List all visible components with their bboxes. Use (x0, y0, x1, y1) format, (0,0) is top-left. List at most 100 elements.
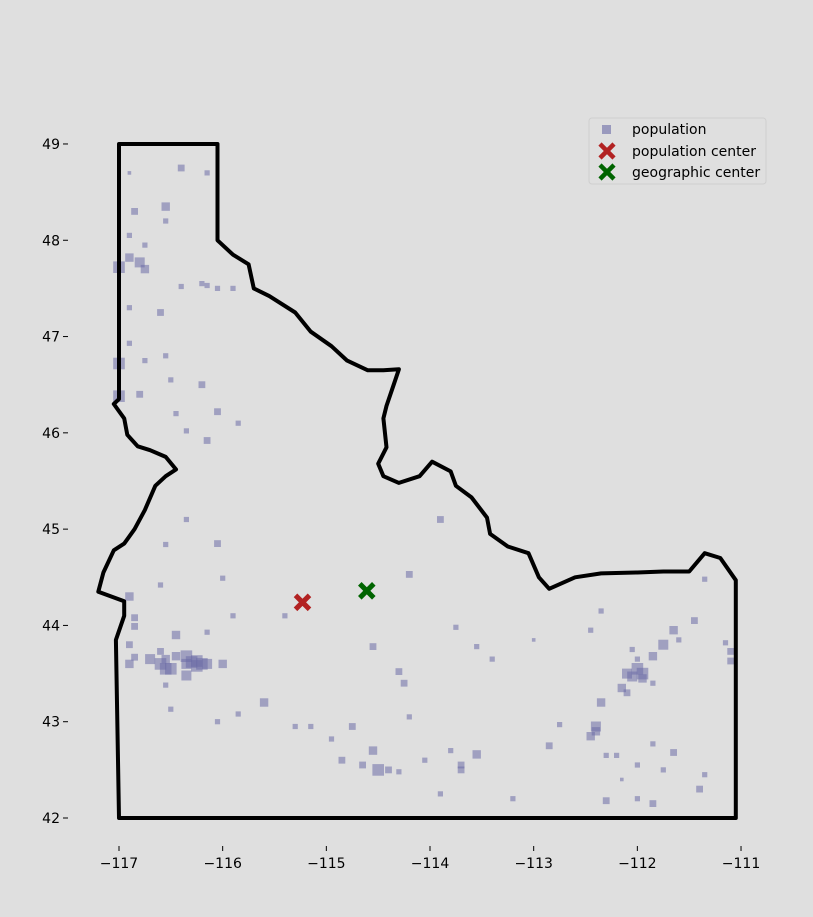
population-point (620, 777, 624, 782)
population-points (113, 164, 735, 807)
population-point (437, 516, 444, 523)
population-point (629, 646, 635, 653)
x-tick-label: −116 (203, 856, 242, 872)
population-point (602, 797, 610, 805)
population-point (171, 652, 181, 661)
population-point (670, 749, 677, 756)
population-point (590, 721, 601, 732)
population-point (588, 627, 594, 633)
population-point (648, 652, 658, 661)
population-point (125, 592, 134, 601)
population-point (603, 752, 609, 758)
population-point (359, 761, 366, 769)
y-tick-label: 49 (42, 137, 60, 153)
population-point (627, 671, 638, 682)
population-point (557, 722, 563, 728)
population-point (614, 752, 620, 758)
legend-population-marker (602, 125, 611, 134)
x-tick-label: −114 (411, 856, 450, 872)
population-point (126, 232, 132, 238)
x-tick-label: −112 (618, 856, 656, 872)
x-tick-label: −113 (514, 856, 552, 872)
y-tick-label: 45 (42, 522, 60, 538)
population-point (691, 617, 698, 624)
population-point (510, 796, 516, 802)
population-point (134, 257, 145, 268)
population-point (142, 358, 148, 364)
population-point (214, 540, 221, 547)
legend-geographic-center-label: geographic center (632, 165, 760, 181)
center-markers (293, 582, 376, 612)
x-tick-label: −117 (100, 856, 138, 872)
population-point (649, 800, 657, 807)
population-point (157, 648, 164, 655)
population-point (636, 667, 649, 680)
population-point (199, 281, 205, 287)
population-point (650, 680, 656, 686)
y-tick-label: 44 (42, 618, 60, 634)
x-axis-ticks: −117 −116 −115 −114 −113 −112 −111 (100, 846, 760, 872)
population-point (204, 629, 210, 635)
population-point (368, 746, 378, 755)
population-point (472, 750, 481, 759)
population-point (448, 748, 454, 754)
population-point (623, 689, 631, 697)
y-tick-label: 46 (42, 426, 60, 442)
population-point (173, 411, 179, 417)
population-point (369, 643, 377, 650)
y-tick-label: 43 (42, 715, 60, 731)
population-point (214, 719, 221, 725)
population-point (163, 353, 169, 359)
population-point (125, 253, 134, 262)
population-point (634, 762, 640, 768)
population-point (163, 682, 169, 688)
population-point (131, 614, 138, 622)
population-point (702, 772, 708, 778)
population-point (203, 437, 211, 444)
population-point (125, 659, 134, 669)
population-point (218, 659, 227, 669)
population-point (372, 764, 384, 776)
population-point (660, 767, 666, 773)
population-point (457, 761, 465, 769)
population-point (727, 657, 735, 665)
population-point (385, 766, 392, 774)
population-point (131, 653, 138, 661)
legend-box (588, 117, 767, 185)
population-point (161, 654, 170, 664)
legend-geographic-center-marker (598, 163, 616, 181)
population-center-marker (293, 593, 312, 612)
population-point (658, 639, 669, 650)
population-point (202, 658, 213, 669)
population-point (214, 285, 221, 291)
population-point (722, 640, 729, 646)
population-point (489, 656, 495, 662)
population-point (400, 679, 408, 687)
population-point (531, 638, 536, 642)
population-point (457, 766, 465, 774)
population-point (617, 683, 626, 693)
legend-population-center-marker (598, 142, 616, 160)
y-tick-label: 47 (42, 330, 60, 346)
population-point (126, 305, 132, 311)
legend-population-label: population (632, 122, 707, 138)
population-point (204, 170, 210, 176)
population-point (596, 698, 606, 707)
population-point (220, 575, 226, 581)
population-point (638, 674, 647, 683)
y-tick-label: 42 (42, 811, 60, 827)
population-point (235, 711, 241, 717)
population-point (126, 641, 133, 649)
population-point (140, 264, 150, 274)
population-point (282, 613, 288, 619)
population-point (145, 654, 156, 665)
population-point (395, 668, 403, 675)
population-point (136, 390, 144, 398)
population-point (634, 796, 640, 802)
population-point (696, 785, 703, 793)
population-point (727, 648, 735, 655)
population-point (157, 309, 164, 316)
population-point (168, 706, 174, 712)
population-point (177, 164, 185, 172)
